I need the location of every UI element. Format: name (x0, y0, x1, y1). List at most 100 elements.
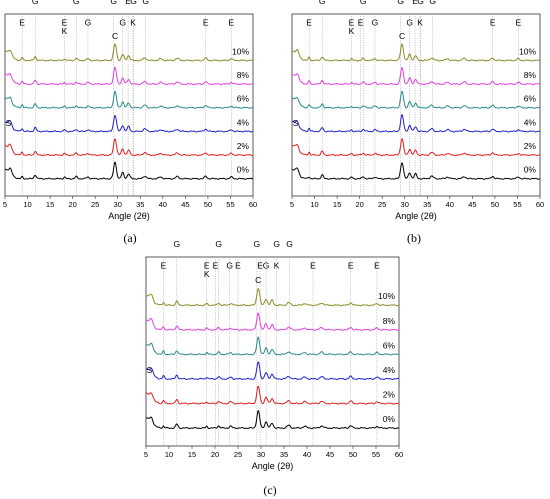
x-tick-label: 45 (181, 200, 189, 209)
series-label: 2% (383, 389, 396, 399)
x-axis-label: Angle (2θ) (108, 211, 150, 221)
phase-marker-label: G (32, 0, 39, 6)
phase-marker-label: G (406, 18, 413, 28)
peak-annotation: C (399, 31, 405, 41)
series-label: 4% (524, 117, 537, 127)
plot-frame (291, 13, 541, 197)
x-tick-label: 35 (136, 200, 144, 209)
series-label: 10% (232, 46, 249, 56)
x-tick-label: 45 (326, 450, 334, 459)
x-tick-label: 35 (423, 200, 431, 209)
series-line (145, 361, 400, 381)
x-tick-label: 15 (188, 450, 196, 459)
phase-marker-label: K (417, 18, 423, 28)
phase-marker-label: E (516, 18, 522, 28)
phase-marker-label: K (130, 18, 136, 28)
phase-marker-label: E (306, 18, 312, 28)
series-label: 6% (237, 94, 250, 104)
x-tick-label: 10 (310, 200, 318, 209)
series-line (4, 43, 254, 62)
x-tick-label: 5 (3, 200, 7, 209)
phase-marker-label: E (490, 18, 496, 28)
x-axis-label: Angle (2θ) (252, 461, 294, 471)
series-line (4, 138, 254, 157)
phase-marker-label: G (110, 0, 117, 6)
phase-marker-label: G (273, 239, 280, 249)
x-tick-label: 60 (395, 450, 403, 459)
x-tick-label: 20 (68, 200, 76, 209)
phase-marker-label: E (257, 261, 263, 271)
x-tick-label: 30 (114, 200, 122, 209)
series-label: 8% (524, 70, 537, 80)
x-tick-label: 55 (372, 450, 380, 459)
phase-marker-label: E (161, 261, 167, 271)
panel-label: (a) (123, 231, 136, 245)
x-tick-label: 30 (257, 450, 265, 459)
plot-frame (145, 256, 400, 447)
phase-marker-label: G (130, 0, 137, 6)
x-tick-label: 50 (349, 450, 357, 459)
x-tick-label: 55 (513, 200, 521, 209)
series-label: 8% (237, 70, 250, 80)
peak-annotation: S (6, 118, 12, 128)
x-tick-label: 40 (446, 200, 454, 209)
x-tick-label: 60 (249, 200, 257, 209)
phase-marker-label: G (226, 261, 233, 271)
series-label: 0% (237, 165, 250, 175)
phase-marker-label: G (142, 0, 149, 6)
series-label: 2% (237, 141, 250, 151)
series-line (145, 385, 400, 405)
phase-marker-label: E (213, 261, 219, 271)
phase-marker-label: E (229, 18, 235, 28)
series-label: 6% (524, 94, 537, 104)
peak-annotation: S (147, 365, 153, 375)
phase-marker-label: G (429, 0, 436, 6)
peak-annotation: C (255, 275, 261, 285)
phase-marker-label: G (372, 18, 379, 28)
panel-label: (b) (407, 231, 421, 245)
series-line (291, 162, 541, 180)
phase-marker-label: E (358, 18, 364, 28)
x-tick-label: 25 (234, 450, 242, 459)
series-line (4, 161, 254, 180)
phase-marker-label: G (174, 239, 181, 249)
series-line (291, 67, 541, 86)
phase-marker-label: G (397, 0, 404, 6)
x-tick-label: 15 (333, 200, 341, 209)
x-tick-label: 50 (204, 200, 212, 209)
x-tick-label: 10 (23, 200, 31, 209)
phase-marker-label: K (274, 261, 280, 271)
series-label: 2% (524, 141, 537, 151)
x-tick-label: 30 (401, 200, 409, 209)
series-label: 10% (519, 46, 536, 56)
peak-annotation: C (112, 31, 118, 41)
x-tick-label: 20 (211, 450, 219, 459)
series-line (291, 138, 541, 157)
series-line (291, 43, 541, 62)
series-line (145, 336, 400, 356)
phase-marker-label: G (319, 0, 326, 6)
series-line (4, 115, 254, 133)
phase-marker-label: G (119, 18, 126, 28)
phase-marker-label: E (235, 261, 241, 271)
phase-marker-label: G (263, 261, 270, 271)
phase-marker-label: G (360, 0, 367, 6)
phase-marker-label: E (125, 0, 131, 6)
x-tick-label: 50 (491, 200, 499, 209)
series-label: 6% (383, 340, 396, 350)
x-tick-label: 25 (91, 200, 99, 209)
x-tick-label: 45 (468, 200, 476, 209)
series-label: 4% (237, 117, 250, 127)
x-tick-label: 20 (355, 200, 363, 209)
phase-marker-label: E (374, 261, 380, 271)
phase-marker-label: E (349, 18, 355, 28)
x-tick-label: 25 (378, 200, 386, 209)
series-label: 8% (383, 316, 396, 326)
plot-frame (4, 13, 254, 197)
x-tick-label: 5 (290, 200, 294, 209)
phase-marker-label: E (412, 0, 418, 6)
